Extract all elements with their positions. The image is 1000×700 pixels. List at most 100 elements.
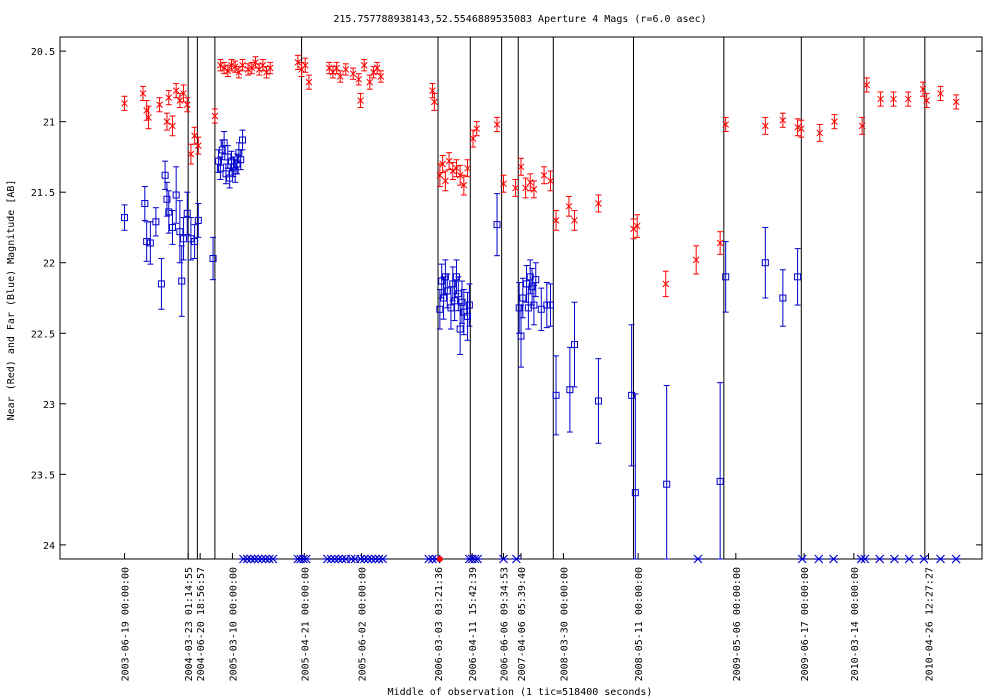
data-point-near — [500, 174, 507, 193]
data-point-far — [528, 267, 536, 306]
data-point-near — [357, 92, 364, 109]
square-marker — [165, 208, 173, 216]
square-marker — [519, 294, 527, 302]
star-stroke — [511, 554, 521, 564]
x-marker — [360, 61, 368, 69]
x-marker — [231, 63, 239, 70]
x-tick-label: 2008-05-11 00:00:00 — [634, 567, 645, 681]
x-marker — [373, 64, 381, 72]
x-tick-label: 2005-04-21 00:00:00 — [300, 567, 311, 681]
data-point-near — [722, 116, 730, 133]
data-point-near — [530, 180, 538, 199]
square-marker — [456, 325, 464, 333]
star-stroke — [889, 554, 899, 564]
square-marker — [552, 391, 560, 399]
square-marker — [233, 160, 241, 168]
square-marker — [121, 214, 129, 222]
data-point-far — [165, 190, 173, 234]
square-marker — [161, 171, 169, 179]
x-marker — [266, 64, 274, 72]
square-marker — [528, 283, 536, 291]
data-point-near — [923, 92, 931, 109]
x-marker — [187, 150, 195, 158]
bottom-marker — [472, 554, 483, 564]
data-point-near — [716, 231, 724, 255]
data-point-far — [716, 382, 724, 560]
star-stroke — [936, 554, 945, 564]
x-marker — [139, 90, 147, 97]
x-tick-label: 2005-03-10 00:00:00 — [228, 567, 239, 681]
x-marker — [228, 61, 235, 69]
data-point-far — [172, 166, 180, 224]
square-marker — [194, 216, 202, 224]
data-point-far — [493, 193, 501, 257]
y-tick-label: 21.5 — [31, 188, 55, 199]
data-point-near — [436, 163, 444, 188]
x-marker — [500, 180, 507, 188]
x-tick-label: 2010-04-26 12:27:27 — [925, 567, 936, 681]
square-marker — [628, 391, 636, 399]
x-tick-label: 2005-06-02 00:00:00 — [357, 567, 368, 681]
data-point-far — [663, 384, 671, 560]
square-marker — [191, 238, 199, 246]
x-marker — [224, 67, 232, 75]
x-marker — [430, 98, 438, 106]
data-point-near — [761, 116, 769, 135]
square-marker — [465, 301, 473, 309]
data-point-near — [429, 83, 436, 99]
data-point-far — [438, 263, 446, 299]
square-marker — [716, 477, 724, 485]
bottom-marker — [301, 554, 312, 564]
square-marker — [631, 489, 639, 497]
data-point-near — [248, 61, 256, 75]
data-point-near — [263, 66, 270, 79]
square-marker — [168, 223, 176, 231]
data-point-near — [370, 66, 377, 79]
data-point-near — [442, 170, 449, 192]
data-point-near — [169, 115, 176, 137]
square-marker — [537, 305, 545, 313]
data-point-far — [239, 129, 247, 151]
data-point-far — [454, 276, 462, 312]
data-point-near — [571, 210, 578, 231]
data-point-near — [469, 129, 477, 148]
data-point-near — [831, 114, 838, 130]
data-point-near — [360, 59, 368, 72]
data-point-far — [552, 355, 560, 436]
square-marker — [493, 221, 501, 229]
x-marker — [357, 97, 364, 104]
x-marker — [194, 142, 202, 149]
star-stroke — [499, 554, 508, 564]
x-marker — [429, 87, 436, 94]
star-stroke — [814, 554, 824, 564]
x-marker — [526, 178, 534, 186]
x-marker — [890, 95, 897, 103]
data-point-far — [628, 324, 636, 467]
data-point-far — [141, 186, 149, 221]
bottom-marker — [693, 554, 704, 564]
square-marker — [220, 139, 228, 147]
square-marker — [794, 273, 802, 281]
bottom-marker — [904, 554, 915, 564]
data-point-near — [522, 177, 529, 199]
bottom-marker — [511, 554, 522, 564]
x-marker — [692, 256, 700, 264]
data-point-near — [239, 59, 246, 72]
data-point-near — [493, 116, 501, 133]
square-marker — [566, 386, 574, 394]
x-tick-label: 2009-05-06 00:00:00 — [732, 567, 743, 681]
x-marker — [453, 164, 460, 172]
data-point-near — [779, 112, 787, 128]
bottom-marker — [935, 554, 946, 564]
data-point-near — [565, 195, 573, 217]
data-point-near — [333, 61, 340, 75]
star-stroke — [301, 554, 311, 564]
data-point-far — [183, 191, 191, 236]
data-point-near — [937, 85, 944, 101]
star-stroke — [268, 554, 278, 564]
square-marker — [447, 304, 455, 312]
data-point-far — [191, 224, 199, 259]
x-marker — [217, 61, 224, 69]
x-axis-label: Middle of observation (1 tic=518400 seco… — [388, 687, 653, 698]
